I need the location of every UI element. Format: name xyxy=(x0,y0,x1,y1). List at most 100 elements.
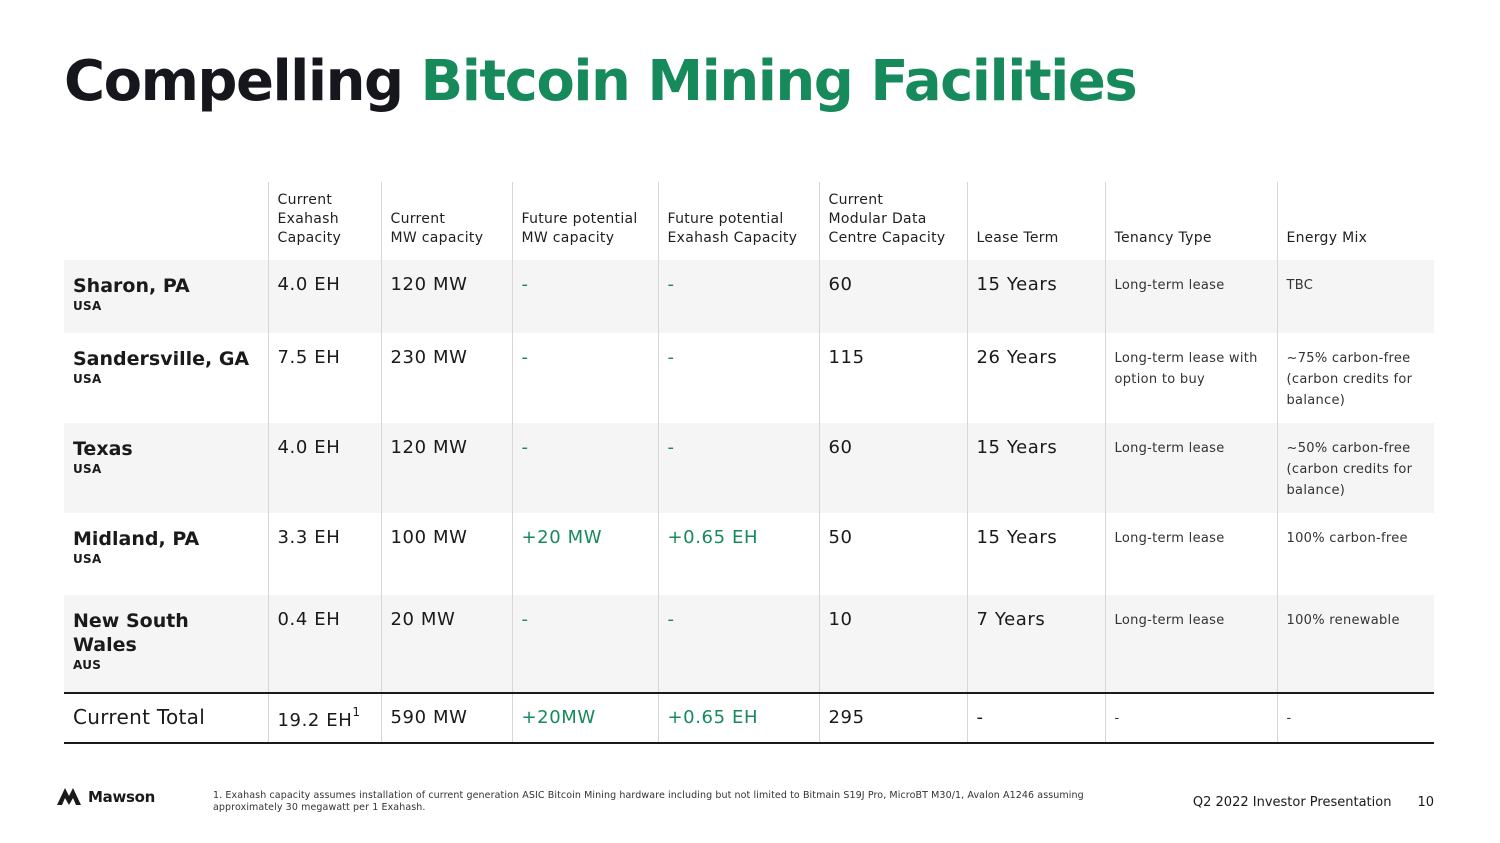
future-eh-cell: - xyxy=(657,260,819,333)
header-current-mw: Current MW capacity xyxy=(380,182,512,260)
future-mw-cell: - xyxy=(511,333,658,423)
table-row: Sandersville, GA USA 7.5 EH 230 MW - - 1… xyxy=(64,333,1434,423)
location-cell: New South Wales AUS xyxy=(64,595,268,693)
energy-cell: 100% carbon-free xyxy=(1276,513,1434,595)
future-mw-cell: - xyxy=(511,423,658,513)
table-row: New South Wales AUS 0.4 EH 20 MW - - 10 … xyxy=(64,595,1434,693)
future-mw-cell: - xyxy=(511,260,658,333)
tenancy-cell: Long-term lease xyxy=(1104,595,1277,693)
header-lease-term: Lease Term xyxy=(966,182,1105,260)
location-name: Sharon, PA xyxy=(73,275,190,297)
future-eh-cell: +0.65 EH xyxy=(657,513,819,595)
mw-cell: 20 MW xyxy=(380,595,512,693)
location-country: USA xyxy=(73,299,102,313)
title-part-green: Bitcoin Mining Facilities xyxy=(420,49,1138,114)
mw-cell: 100 MW xyxy=(380,513,512,595)
tenancy-cell: Long-term lease xyxy=(1104,513,1277,595)
mountain-m-icon xyxy=(56,784,82,810)
total-modular-cell: 295 xyxy=(818,692,967,744)
total-exahash-cell: 19.2 EH1 xyxy=(267,692,381,744)
header-energy-mix: Energy Mix xyxy=(1276,182,1434,260)
modular-cell: 60 xyxy=(818,260,967,333)
location-country: USA xyxy=(73,462,102,476)
energy-cell: ~75% carbon-free (carbon credits for bal… xyxy=(1276,333,1434,423)
location-country: AUS xyxy=(73,658,102,672)
header-label: Future potential Exahash Capacity xyxy=(667,211,798,246)
company-logo: Mawson xyxy=(56,784,155,810)
header-label: Energy Mix xyxy=(1286,230,1368,246)
total-future-eh-cell: +0.65 EH xyxy=(657,692,819,744)
location-cell: Sharon, PA USA xyxy=(64,260,268,333)
modular-cell: 10 xyxy=(818,595,967,693)
location-name: New South Wales xyxy=(73,610,189,656)
title-part-dark: Compelling xyxy=(64,49,404,114)
exahash-cell: 4.0 EH xyxy=(267,260,381,333)
location-name: Texas xyxy=(73,438,133,460)
exahash-cell: 0.4 EH xyxy=(267,595,381,693)
location-cell: Texas USA xyxy=(64,423,268,513)
tenancy-cell: Long-term lease xyxy=(1104,423,1277,513)
mw-cell: 120 MW xyxy=(380,260,512,333)
slide-title: Compelling Bitcoin Mining Facilities xyxy=(64,44,1138,120)
total-tenancy-cell: - xyxy=(1104,692,1277,744)
table-row: Texas USA 4.0 EH 120 MW - - 60 15 Years … xyxy=(64,423,1434,513)
header-label: Current MW capacity xyxy=(390,211,484,246)
header-label: Lease Term xyxy=(976,230,1059,246)
header-label: Tenancy Type xyxy=(1114,230,1212,246)
lease-cell: 15 Years xyxy=(966,260,1105,333)
location-country: USA xyxy=(73,552,102,566)
header-future-mw: Future potential MW capacity xyxy=(511,182,658,260)
future-eh-cell: - xyxy=(657,423,819,513)
header-current-exahash: Current Exahash Capacity xyxy=(267,182,381,260)
page-number: 10 xyxy=(1417,795,1434,810)
exahash-cell: 7.5 EH xyxy=(267,333,381,423)
total-mw-cell: 590 MW xyxy=(380,692,512,744)
exahash-cell: 3.3 EH xyxy=(267,513,381,595)
table-row: Sharon, PA USA 4.0 EH 120 MW - - 60 15 Y… xyxy=(64,260,1434,333)
total-label: Current Total xyxy=(73,705,206,729)
header-modular-capacity: Current Modular Data Centre Capacity xyxy=(818,182,967,260)
footnote-text: 1. Exahash capacity assumes installation… xyxy=(213,790,1084,813)
footnote-marker: 1 xyxy=(352,705,361,719)
header-label: Current Modular Data Centre Capacity xyxy=(828,192,946,246)
table-row: Midland, PA USA 3.3 EH 100 MW +20 MW +0.… xyxy=(64,513,1434,595)
location-cell: Sandersville, GA USA xyxy=(64,333,268,423)
mw-cell: 230 MW xyxy=(380,333,512,423)
presentation-label: Q2 2022 Investor Presentation xyxy=(1192,795,1392,810)
header-location xyxy=(64,182,268,260)
header-label: Future potential MW capacity xyxy=(521,211,638,246)
location-name: Sandersville, GA xyxy=(73,348,250,370)
modular-cell: 60 xyxy=(818,423,967,513)
mw-cell: 120 MW xyxy=(380,423,512,513)
total-lease-cell: - xyxy=(966,692,1105,744)
footer-meta: Q2 2022 Investor Presentation 10 xyxy=(1193,795,1434,810)
table-header-row: Current Exahash Capacity Current MW capa… xyxy=(64,182,1434,260)
lease-cell: 7 Years xyxy=(966,595,1105,693)
total-row: Current Total 19.2 EH1 590 MW +20MW +0.6… xyxy=(64,692,1434,744)
future-mw-cell: +20 MW xyxy=(511,513,658,595)
tenancy-cell: Long-term lease with option to buy xyxy=(1104,333,1277,423)
modular-cell: 115 xyxy=(818,333,967,423)
future-eh-cell: - xyxy=(657,333,819,423)
header-future-exahash: Future potential Exahash Capacity xyxy=(657,182,819,260)
lease-cell: 15 Years xyxy=(966,513,1105,595)
energy-cell: ~50% carbon-free (carbon credits for bal… xyxy=(1276,423,1434,513)
future-eh-cell: - xyxy=(657,595,819,693)
future-mw-cell: - xyxy=(511,595,658,693)
logo-wordmark: Mawson xyxy=(88,788,156,806)
tenancy-cell: Long-term lease xyxy=(1104,260,1277,333)
modular-cell: 50 xyxy=(818,513,967,595)
lease-cell: 15 Years xyxy=(966,423,1105,513)
exahash-cell: 4.0 EH xyxy=(267,423,381,513)
facilities-table: Current Exahash Capacity Current MW capa… xyxy=(64,182,1434,744)
location-cell: Midland, PA USA xyxy=(64,513,268,595)
lease-cell: 26 Years xyxy=(966,333,1105,423)
total-exahash: 19.2 EH xyxy=(277,710,353,731)
header-tenancy-type: Tenancy Type xyxy=(1104,182,1277,260)
total-future-mw-cell: +20MW xyxy=(511,692,658,744)
energy-cell: TBC xyxy=(1276,260,1434,333)
location-country: USA xyxy=(73,372,102,386)
total-label-cell: Current Total xyxy=(64,692,268,744)
energy-cell: 100% renewable xyxy=(1276,595,1434,693)
location-name: Midland, PA xyxy=(73,528,200,550)
